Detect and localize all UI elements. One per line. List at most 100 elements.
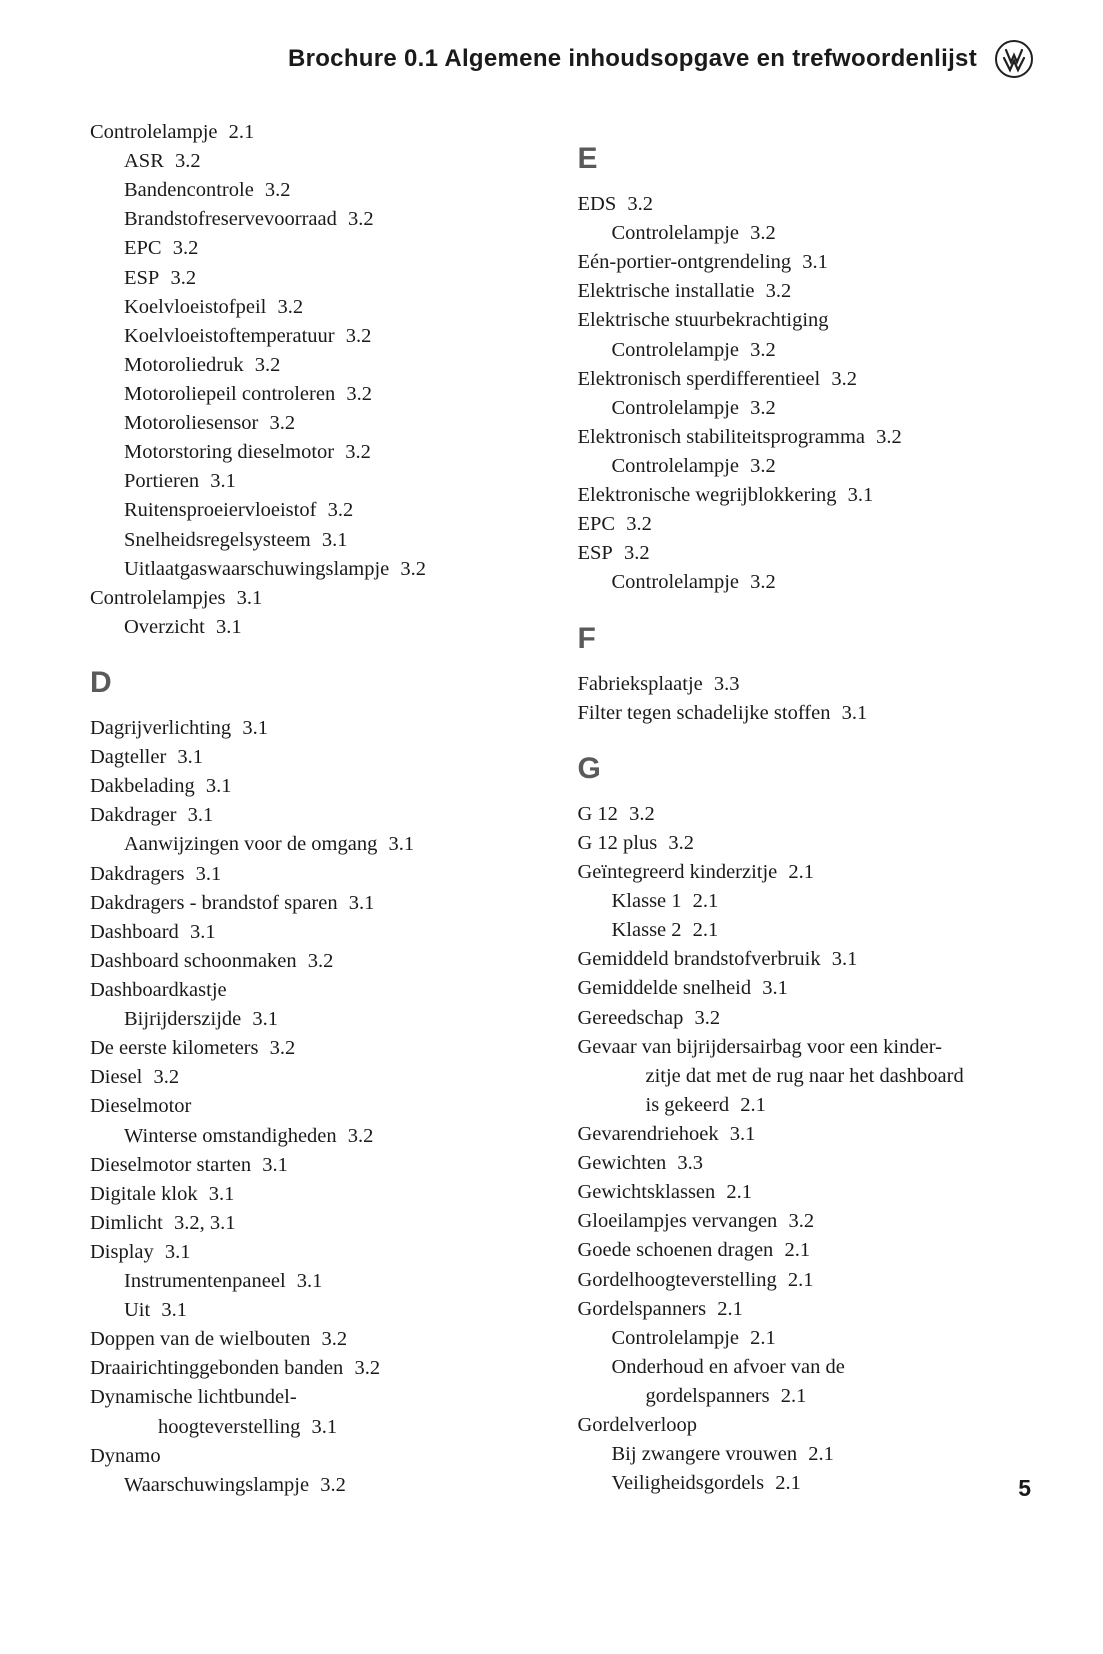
index-entry: Gloeilampjes vervangen 3.2 [578,1207,1034,1236]
index-ref: 3.2 [783,1210,814,1232]
index-term: Veiligheidsgordels [612,1472,765,1494]
index-entry: Portieren 3.1 [90,467,546,496]
index-term: gordelspanners [646,1385,770,1407]
index-term: Dakdragers - brandstof sparen [90,892,338,914]
index-entry: gordelspanners 2.1 [578,1382,1034,1411]
index-entry: Overzicht 3.1 [90,613,546,642]
index-entry: Bandencontrole 3.2 [90,176,546,205]
index-ref: 3.1 [201,775,232,797]
index-ref: 2.1 [688,890,719,912]
index-ref: 3.2 [871,426,902,448]
index-entry: Waarschuwingslampje 3.2 [90,1471,546,1500]
index-term: Dynamo [90,1445,161,1467]
index-entry: Uit 3.1 [90,1296,546,1325]
index-entry: Controlelampje 3.2 [578,219,1034,248]
index-ref: 3.1 [344,892,375,914]
index-entry: Gemiddelde snelheid 3.1 [578,974,1034,1003]
index-ref: 3.2 [303,950,334,972]
index-entry: EPC 3.2 [578,510,1034,539]
index-term: Fabrieksplaatje [578,673,703,695]
index-entry: Dieselmotor [90,1092,546,1121]
index-ref: 3.1 [172,746,203,768]
index-ref: 3.1 [827,948,858,970]
index-ref: 3.2 [340,441,371,463]
index-ref: 3.1 [185,921,216,943]
index-ref: 3.1 [725,1123,756,1145]
index-entry: Gereedschap 3.2 [578,1004,1034,1033]
index-entry: Klasse 2 2.1 [578,916,1034,945]
index-entry: Gordelspanners 2.1 [578,1295,1034,1324]
index-ref: 3.2 [341,325,372,347]
index-term: ESP [124,267,159,289]
index-entry: Veiligheidsgordels 2.1 [578,1469,1034,1498]
index-term: Overzicht [124,616,205,638]
index-term: Gloeilampjes vervangen [578,1210,778,1232]
section-letter: G [578,752,1034,786]
index-ref: 3.1 [205,470,236,492]
index-entry: Controlelampje 3.2 [578,336,1034,365]
index-entry: Filter tegen schadelijke stoffen 3.1 [578,699,1034,728]
index-entry: Gewichten 3.3 [578,1149,1034,1178]
index-entry: Controlelampjes 3.1 [90,584,546,613]
index-term: Gordelspanners [578,1298,707,1320]
index-term: De eerste kilometers [90,1037,258,1059]
index-ref: 3.2 [745,571,776,593]
index-term: Gemiddelde snelheid [578,977,752,999]
section-letter: D [90,666,546,700]
index-ref: 2.1 [688,919,719,941]
index-term: Dakdragers [90,863,184,885]
index-ref: 3.1 [383,833,414,855]
index-term: Dieselmotor starten [90,1154,251,1176]
index-ref: 3.1 [247,1008,278,1030]
index-ref: 3.1 [183,804,214,826]
index-ref: 3.1 [836,702,867,724]
index-term: G 12 [578,803,618,825]
index-entry: Dakdrager 3.1 [90,801,546,830]
index-term: Dynamische lichtbundel- [90,1386,297,1408]
index-entry: Diesel 3.2 [90,1063,546,1092]
index-term: Dashboardkastje [90,979,227,1001]
index-ref: 3.2 [745,397,776,419]
index-ref: 3.2 [761,280,792,302]
index-ref: 3.1 [190,863,221,885]
index-ref: 3.2 [264,1037,295,1059]
index-term: Dashboard schoonmaken [90,950,297,972]
index-entry: Aanwijzingen voor de omgang 3.1 [90,830,546,859]
index-term: Elektronische wegrijblokkering [578,484,837,506]
index-ref: 3.2 [316,1328,347,1350]
index-entry: Elektronisch sperdifferentieel 3.2 [578,365,1034,394]
index-ref: 3.2 [349,1357,380,1379]
index-entry: Dakbelading 3.1 [90,772,546,801]
index-term: Motoroliesensor [124,412,258,434]
index-term: Bandencontrole [124,179,254,201]
index-entry: ESP 3.2 [578,539,1034,568]
index-term: Dakbelading [90,775,195,797]
index-term: Instrumentenpaneel [124,1270,286,1292]
index-ref: 3.2 [621,513,652,535]
index-term: zitje dat met de rug naar het dashboard [646,1065,964,1087]
index-term: Geïntegreerd kinderzitje [578,861,778,883]
index-term: ASR [124,150,164,172]
index-term: Dagteller [90,746,166,768]
index-term: Elektrische stuurbekrachtiging [578,309,829,331]
index-entry: Elektronisch stabiliteitsprogramma 3.2 [578,423,1034,452]
index-entry: Dashboardkastje [90,976,546,1005]
index-entry: Controlelampje 3.2 [578,568,1034,597]
index-entry: is gekeerd 2.1 [578,1091,1034,1120]
index-entry: Dieselmotor starten 3.1 [90,1151,546,1180]
index-entry: Fabrieksplaatje 3.3 [578,670,1034,699]
index-entry: Ruitensproeiervloeistof 3.2 [90,496,546,525]
index-term: Bijrijderszijde [124,1008,241,1030]
right-column: EEDS 3.2Controlelampje 3.2Eén-portier-on… [578,118,1034,1500]
index-term: Doppen van de wielbouten [90,1328,310,1350]
index-term: Controlelampjes [90,587,226,609]
index-entry: Gewichtsklassen 2.1 [578,1178,1034,1207]
index-entry: Elektrische stuurbekrachtiging [578,306,1034,335]
index-entry: Motorstoring dieselmotor 3.2 [90,438,546,467]
index-ref: 3.2 [622,193,653,215]
index-term: Portieren [124,470,199,492]
index-term: Motorstoring dieselmotor [124,441,334,463]
index-ref: 3.1 [306,1416,337,1438]
index-term: G 12 plus [578,832,658,854]
index-term: ESP [578,542,613,564]
